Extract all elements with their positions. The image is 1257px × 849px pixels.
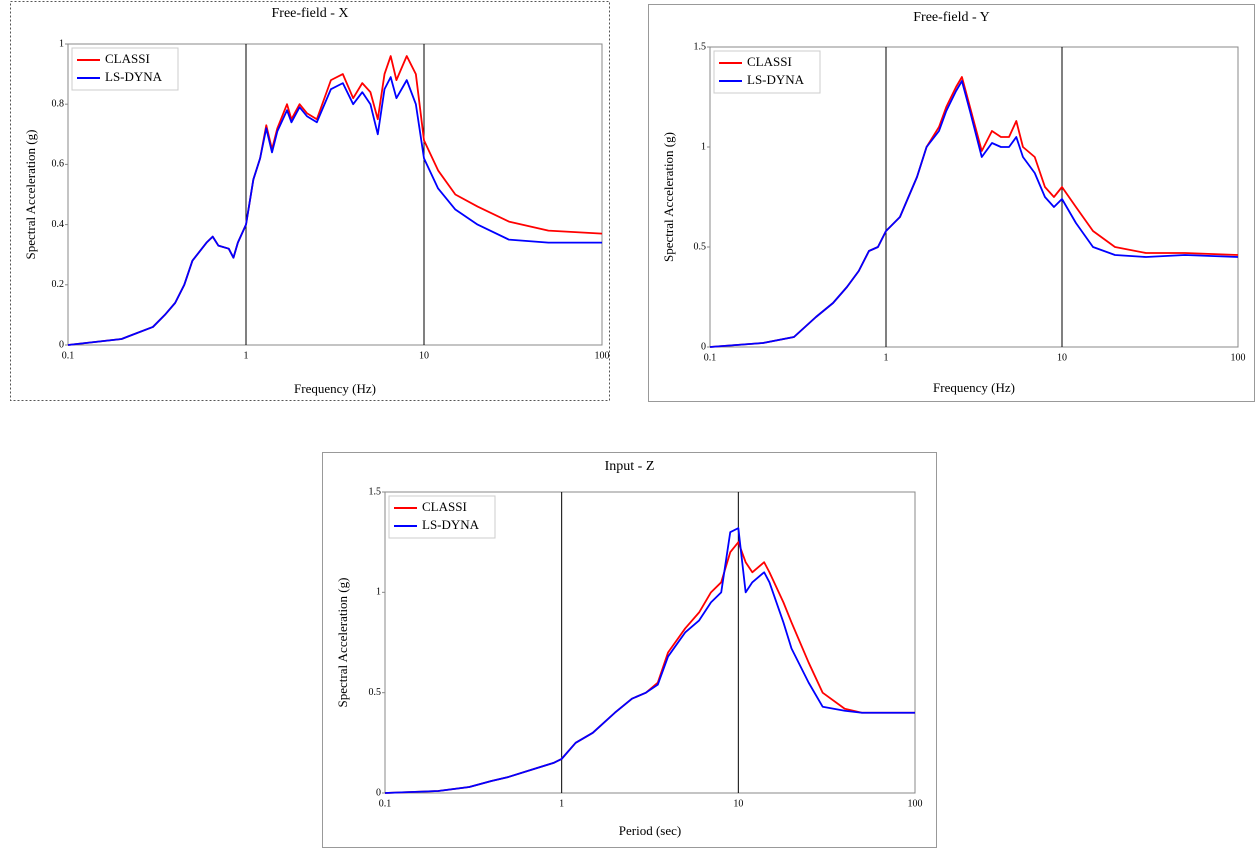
y-tick-label: 1 (59, 38, 64, 49)
y-tick-label: 0 (59, 339, 64, 350)
y-tick-label: 1.5 (369, 486, 382, 497)
x-tick-label: 0.1 (62, 350, 75, 361)
x-axis-label: Frequency (Hz) (294, 381, 376, 396)
y-tick-label: 0.4 (52, 219, 65, 230)
chart-title: Free-field - Y (913, 10, 989, 25)
legend-label: LS-DYNA (105, 69, 163, 84)
chart-frame (322, 452, 937, 848)
series-line (67, 76, 602, 346)
y-tick-label: 0.8 (52, 98, 65, 109)
x-axis-label: Period (sec) (619, 823, 681, 838)
y-tick-label: 0.2 (52, 279, 65, 290)
x-tick-label: 1 (884, 352, 889, 363)
x-tick-label: 100 (595, 350, 610, 361)
plot-area (67, 43, 603, 346)
y-tick-label: 0.5 (369, 687, 382, 698)
legend-box (713, 50, 821, 94)
x-tick-label: 1 (244, 350, 249, 361)
y-tick-label: 0.6 (52, 159, 65, 170)
y-tick-label: 0 (701, 341, 706, 352)
legend-label: CLASSI (105, 51, 150, 66)
x-tick-label: 10 (733, 798, 743, 809)
chart-title: Input - Z (605, 459, 655, 474)
legend-box (388, 495, 496, 539)
legend-label: CLASSI (422, 499, 467, 514)
x-axis-label: Frequency (Hz) (933, 380, 1015, 395)
y-tick-label: 0 (376, 787, 381, 798)
chart-frame (10, 1, 610, 401)
x-tick-label: 10 (1057, 352, 1067, 363)
legend-label: CLASSI (747, 54, 792, 69)
y-tick-label: 1 (701, 141, 706, 152)
y-axis-label: Spectral Acceleration (g) (335, 578, 350, 708)
x-tick-label: 10 (419, 350, 429, 361)
x-tick-label: 0.1 (379, 798, 392, 809)
plot-area (709, 46, 1239, 348)
y-axis-label: Spectral Acceleration (g) (23, 130, 38, 260)
x-tick-label: 100 (1231, 352, 1246, 363)
legend-label: LS-DYNA (747, 72, 805, 87)
legend-label: LS-DYNA (422, 517, 480, 532)
series-line (709, 80, 1239, 348)
y-tick-label: 1.5 (694, 41, 707, 52)
y-tick-label: 1 (376, 587, 381, 598)
plot-area (384, 491, 916, 794)
x-tick-label: 0.1 (704, 352, 717, 363)
chart-title: Free-field - X (272, 6, 349, 21)
legend-box (71, 47, 179, 91)
series-line (384, 527, 915, 794)
y-tick-label: 0.5 (694, 241, 707, 252)
x-tick-label: 1 (559, 798, 564, 809)
y-axis-label: Spectral Acceleration (g) (661, 132, 676, 262)
chart-frame (648, 4, 1255, 402)
x-tick-label: 100 (908, 798, 923, 809)
